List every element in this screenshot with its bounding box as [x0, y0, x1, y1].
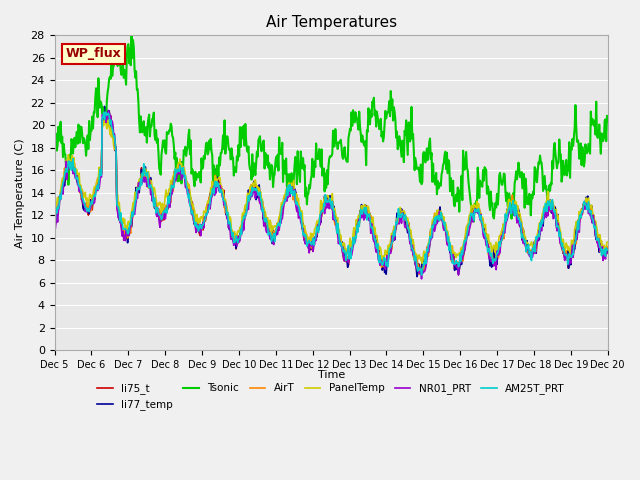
- Title: Air Temperatures: Air Temperatures: [266, 15, 397, 30]
- Text: WP_flux: WP_flux: [65, 48, 122, 60]
- X-axis label: Time: Time: [317, 370, 345, 380]
- Y-axis label: Air Temperature (C): Air Temperature (C): [15, 138, 25, 248]
- Legend: li75_t, li77_temp, Tsonic, AirT, PanelTemp, NR01_PRT, AM25T_PRT: li75_t, li77_temp, Tsonic, AirT, PanelTe…: [93, 379, 569, 415]
